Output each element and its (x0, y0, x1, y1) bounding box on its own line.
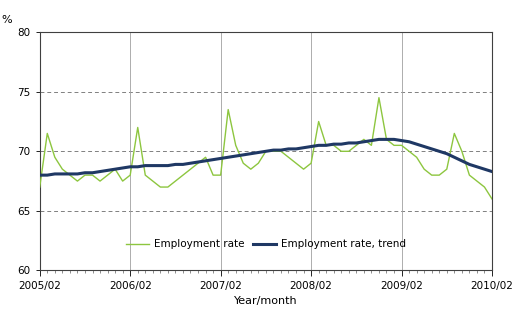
Text: %: % (2, 15, 12, 25)
Employment rate (37, 185, 43, 189)
Line: Employment rate, trend: Employment rate, trend (40, 139, 492, 175)
Legend: Employment rate, Employment rate, trend: Employment rate, Employment rate, trend (121, 235, 410, 253)
Employment rate (142, 173, 148, 177)
Employment rate, trend (278, 148, 284, 152)
X-axis label: Year/month: Year/month (234, 296, 298, 306)
Employment rate, trend (195, 160, 201, 164)
Employment rate (278, 149, 284, 153)
Employment rate (489, 197, 495, 201)
Employment rate (195, 161, 201, 165)
Employment rate (376, 96, 382, 100)
Employment rate (436, 173, 442, 177)
Employment rate (308, 161, 314, 165)
Employment rate, trend (436, 149, 442, 153)
Line: Employment rate: Employment rate (40, 98, 492, 199)
Employment rate, trend (127, 165, 133, 169)
Employment rate, trend (489, 170, 495, 173)
Employment rate, trend (142, 164, 148, 168)
Employment rate (127, 173, 133, 177)
Employment rate, trend (376, 138, 382, 141)
Employment rate, trend (308, 145, 314, 149)
Employment rate, trend (37, 173, 43, 177)
